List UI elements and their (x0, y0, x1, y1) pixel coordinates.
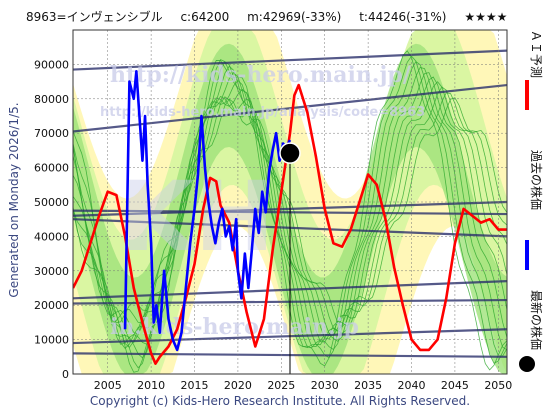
x-tick-label-1: 2010 (137, 379, 165, 392)
current-price: c:64200 (180, 10, 230, 24)
latest-price-dot (279, 142, 301, 164)
series-line-1 (123, 69, 292, 352)
x-tick-label-5: 2030 (311, 379, 339, 392)
watermark-url-2: http://kids-hero.main.jp/analysis/code=8… (100, 105, 425, 120)
stock-code-name: 8963=インヴェンシブル (26, 10, 163, 24)
legend-item-1: 過去の株価 (525, 150, 544, 270)
watermark-layer: KH http://kids-hero.main.jp/ http://kids… (100, 62, 425, 340)
x-tick-label-4: 2025 (267, 379, 295, 392)
x-tick-label-9: 2050 (484, 379, 512, 392)
legend-label-1: 過去の株価 (529, 150, 544, 210)
legend-item-2: 最新の株価 (519, 290, 544, 372)
plot-border (72, 29, 508, 375)
watermark-url-3: in.kids-hero.main.jp (110, 314, 359, 340)
rating-stars: ★★★★ (464, 10, 508, 24)
y-tick-label-5: 50000 (34, 196, 69, 209)
y-tick-label-3: 30000 (34, 265, 69, 278)
y-tick-label-4: 40000 (34, 230, 69, 243)
x-tick-label-8: 2045 (441, 379, 469, 392)
legend-swatch-2 (519, 356, 535, 372)
legend-label-0: ＡＩ予測 (529, 30, 543, 78)
min-price: m:42969(-33%) (247, 10, 342, 24)
y-tick-label-2: 20000 (34, 299, 69, 312)
latest-marker-layer (279, 142, 301, 374)
y-tick-label-6: 60000 (34, 162, 69, 175)
x-tick-label-3: 2020 (224, 379, 252, 392)
y-tick-label-1: 10000 (34, 334, 69, 347)
copyright-footer: Copyright (c) Kids-Hero Research Institu… (89, 394, 471, 408)
x-axis-ticks: 2005 2010 2015 2020 2025 2030 2035 2040 2045 2050 (94, 379, 513, 392)
y-axis-ticks: 0 10000 20000 30000 40000 50000 60000 70000 8000… (34, 58, 69, 381)
watermark-url-1: http://kids-hero.main.jp/ (110, 62, 412, 88)
x-tick-label-6: 2035 (354, 379, 382, 392)
y-tick-label-7: 70000 (34, 127, 69, 140)
x-tick-label-0: 2005 (94, 379, 122, 392)
trend-line-0 (73, 49, 507, 71)
legend-label-2: 最新の株価 (529, 290, 544, 350)
chart-header: 8963=インヴェンシブル c:64200 m:42969(-33%) t:44… (26, 8, 514, 28)
target-price: t:44246(-31%) (359, 10, 447, 24)
y-tick-label-0: 0 (62, 368, 69, 381)
y-tick-label-9: 90000 (34, 58, 69, 71)
forecast-band-2 (73, 43, 507, 374)
x-tick-label-2: 2015 (181, 379, 209, 392)
x-tick-label-7: 2040 (398, 379, 426, 392)
legend-item-0: ＡＩ予測 (525, 30, 543, 110)
y-tick-label-8: 80000 (34, 93, 69, 106)
